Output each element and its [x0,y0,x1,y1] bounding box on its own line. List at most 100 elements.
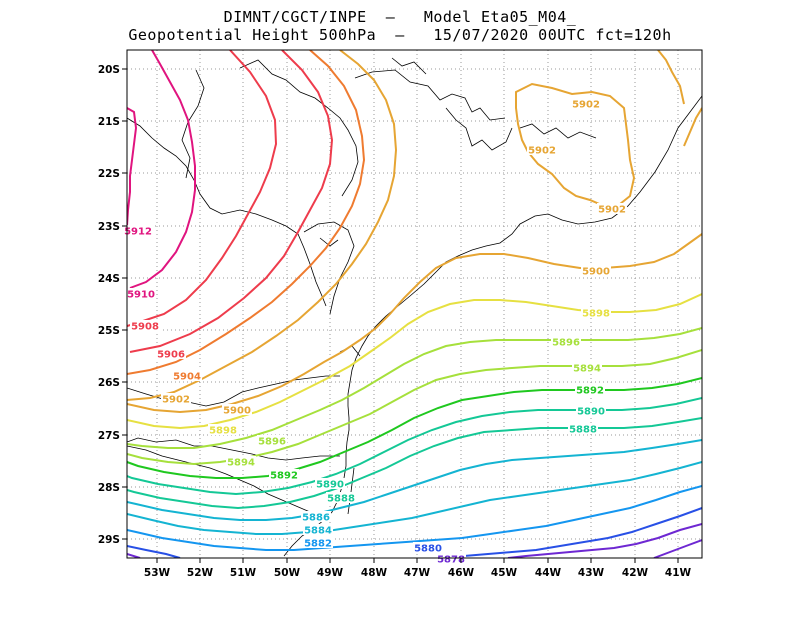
contour-label-bg [301,511,331,522]
contour-5878 [507,523,702,558]
contour-label-bg [222,404,252,415]
graticule [127,50,702,558]
lat-label: 21S [98,116,120,128]
contour-label: 5888 [569,425,597,436]
contour-label: 5898 [582,309,610,320]
contour-5902-main [127,50,398,401]
lat-label: 23S [98,221,120,233]
contour-label-bg [303,524,333,535]
contour-label-bg [303,537,333,548]
lat-label: 27S [98,430,120,442]
lat-label: 22S [98,168,120,180]
contour-5884 [127,461,702,535]
contour-5880 [439,507,702,558]
contour-label: 5890 [577,407,605,418]
lon-label: 52W [187,567,214,579]
contour-label-bg [575,384,605,395]
contour-label: 5884 [304,526,332,537]
contour-label-bg [208,424,238,435]
contour-5882 [127,485,702,551]
lon-label: 45W [491,567,518,579]
contour-label-bg [123,225,153,236]
contour-label: 5908 [131,322,159,333]
contour-label-bg [130,320,160,331]
lon-label: 50W [274,567,301,579]
contour-label: 5910 [127,290,155,301]
contour-label: 5880 [414,544,442,555]
lat-label: 28S [98,482,120,494]
contour-5906 [129,50,334,353]
contour-label: 5906 [157,350,185,361]
lon-label: 47W [404,567,431,579]
contour-label-bg [269,469,299,480]
contour-5888 [127,417,702,510]
map-frame [126,49,703,559]
geopotential-contours [127,50,702,558]
contour-label: 5898 [209,426,237,437]
contour-label: 5902 [572,100,600,111]
lat-label: 29S [98,534,120,546]
contour-label-bg [551,336,581,347]
contour-5910 [129,50,196,289]
contour-5908 [127,50,278,327]
contour-label-bg [172,370,202,381]
contour-label-bg [315,478,345,489]
contour-labels: 5912 5910 5908 5906 5904 5902 5902 5902 5902 5900… [123,98,627,566]
contour-label-bg [571,98,601,109]
contour-5902-e [683,107,702,147]
contour-sw-2 [127,553,141,558]
lon-label: 48W [361,567,388,579]
lon-label: 42W [622,567,649,579]
lon-label: 49W [317,567,344,579]
lon-label: 41W [665,567,692,579]
latitude-labels: 20S 21S 22S 23S 24S 25S 26S 27S 28S 29S [98,64,120,546]
lat-label: 24S [98,273,120,285]
contour-label-bg [597,203,627,214]
contour-label: 5902 [598,205,626,216]
contour-label: 5882 [304,539,332,550]
contour-label: 5902 [162,395,190,406]
lat-label: 20S [98,64,120,76]
contour-label-bg [161,393,191,404]
contour-label: 5886 [302,513,330,524]
contour-label: 5892 [270,471,298,482]
contour-label: 5900 [223,406,251,417]
contour-label-bg [527,144,557,155]
contour-label: 5890 [316,480,344,491]
lat-label: 26S [98,377,120,389]
contour-label: 5892 [576,386,604,397]
lon-label: 53W [144,567,171,579]
contour-5902-ne [657,50,685,105]
map-title-line-2: Geopotential Height 500hPa – 15/07/2020 … [128,26,672,44]
contour-label: 5912 [124,227,152,238]
contour-5886 [127,439,702,521]
longitude-labels: 53W 52W 51W 50W 49W 48W 47W 46W 45W 44W … [144,567,692,579]
contour-5904 [127,50,366,375]
contour-label-bg [572,362,602,373]
contour-5900 [127,233,702,414]
contour-label-bg [576,405,606,416]
contour-label: 5904 [173,372,201,383]
contour-label-bg [326,492,356,503]
lon-label: 44W [535,567,562,579]
lon-label: 43W [578,567,605,579]
contour-label-bg [581,307,611,318]
lon-label: 46W [448,567,475,579]
contour-5876 [653,539,702,558]
contour-5896 [127,327,702,449]
contour-label: 5902 [528,146,556,157]
tick-marks [122,68,679,563]
contour-label: 5900 [582,267,610,278]
contour-label-bg [126,288,156,299]
contour-label: 5896 [552,338,580,349]
contour-label: 5894 [227,458,255,469]
lat-label: 25S [98,325,120,337]
contour-sw-1 [127,545,181,558]
contour-label: 5896 [258,437,286,448]
contour-5894 [127,349,702,466]
map-title-line-1: DIMNT/CGCT/INPE – Model Eta05_M04_ [223,8,577,26]
lon-label: 51W [230,567,257,579]
contour-label-bg [568,423,598,434]
contour-label-bg [226,456,256,467]
